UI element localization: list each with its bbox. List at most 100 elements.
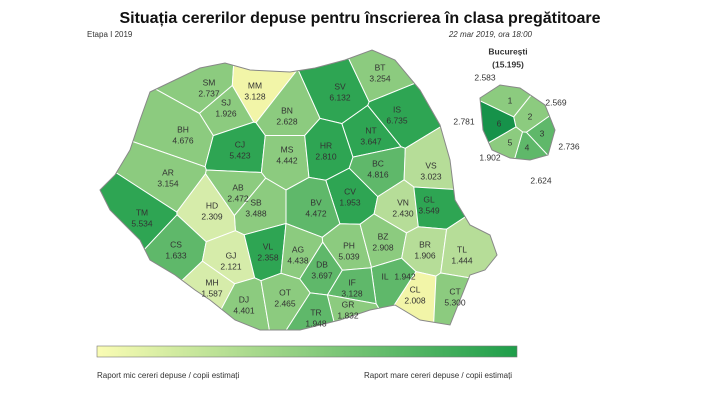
county-code: CS <box>170 239 182 249</box>
sector-value: 2.624 <box>530 175 552 185</box>
county-value: 4.816 <box>367 169 389 179</box>
county-value: 2.309 <box>201 211 223 221</box>
legend-low-label: Raport mic cereri depuse / copii estimaț… <box>97 371 240 380</box>
county-code: SV <box>334 81 346 91</box>
county-value: 5.300 <box>444 297 466 307</box>
county-value: 2.008 <box>404 295 426 305</box>
county-value: 2.628 <box>276 116 298 126</box>
county-value: 1.953 <box>339 197 361 207</box>
county <box>275 292 341 330</box>
county-code: BR <box>419 239 431 249</box>
county-value: 4.401 <box>233 305 255 315</box>
county-code: VS <box>425 160 437 170</box>
sector-value: 2.569 <box>545 97 567 107</box>
subtitle: Etapa I 2019 <box>87 30 133 39</box>
sector-label: 1 <box>508 95 513 105</box>
county-code: VN <box>397 197 409 207</box>
county-value: 6.735 <box>386 115 408 125</box>
county-value: 2.810 <box>315 151 337 161</box>
county-code: IL <box>381 271 388 281</box>
county-code: AG <box>292 244 304 254</box>
county-value: 5.039 <box>338 251 360 261</box>
county-code: TM <box>136 207 148 217</box>
county-code: BC <box>372 158 384 168</box>
county-code: BT <box>375 62 386 72</box>
legend-gradient <box>96 345 518 358</box>
sector-value: 2.583 <box>474 72 496 82</box>
county-code: IS <box>393 104 401 114</box>
county-code: CL <box>410 284 421 294</box>
county-code: MM <box>248 80 262 90</box>
county-value: 3.488 <box>245 208 267 218</box>
county-value: 3.647 <box>360 136 382 146</box>
sector-value: 2.781 <box>453 116 475 126</box>
county-code: MS <box>281 144 294 154</box>
county-value: 6.132 <box>329 92 351 102</box>
county-code: BV <box>310 197 322 207</box>
county-code: CV <box>344 186 356 196</box>
county-value: 1.587 <box>201 288 223 298</box>
county-value: 1.926 <box>215 108 237 118</box>
county-code: TR <box>310 307 321 317</box>
sector-value: 1.902 <box>479 152 501 162</box>
county <box>440 185 497 287</box>
country-outline <box>99 49 498 331</box>
date: 22 mar 2019, ora 18:00 <box>448 30 533 39</box>
county-value: 3.128 <box>244 91 266 101</box>
legend-high-label: Raport mare cereri depuse / copii estima… <box>364 371 512 380</box>
county-code: GL <box>423 194 435 204</box>
sector-label: 6 <box>497 118 502 128</box>
county-value: 1.948 <box>305 318 327 328</box>
county-value: 2.472 <box>227 193 249 203</box>
bucharest-title: București <box>488 46 527 56</box>
sector-label: 2 <box>528 111 533 121</box>
county-value: 1.832 <box>337 310 359 320</box>
county-code: MH <box>205 277 218 287</box>
county-code: AB <box>232 182 244 192</box>
county-value: 1.633 <box>165 250 187 260</box>
county-value: 2.465 <box>274 298 296 308</box>
county-value: 4.442 <box>276 155 298 165</box>
county-code: AR <box>162 167 174 177</box>
county-code: TL <box>457 244 467 254</box>
county-value: 1.906 <box>414 250 436 260</box>
county-code: VL <box>263 241 274 251</box>
sector-label: 5 <box>508 137 513 147</box>
county-value: 2.121 <box>220 261 242 271</box>
county-code: HD <box>206 200 218 210</box>
county-code: SM <box>203 77 216 87</box>
county-value: 3.549 <box>418 205 440 215</box>
county-value: 4.676 <box>172 135 194 145</box>
county-code: CT <box>449 286 460 296</box>
county-value: 4.472 <box>305 208 327 218</box>
county-code: GJ <box>226 250 237 260</box>
county-code: BZ <box>378 231 389 241</box>
county-value: 3.023 <box>420 171 442 181</box>
sector-labels: 1 2.583 2 2.569 3 2.736 4 2.624 5 1.902 6 2.781 <box>453 72 580 185</box>
county-value: 3.154 <box>157 178 179 188</box>
county-code: PH <box>343 240 355 250</box>
county-code: CJ <box>235 139 245 149</box>
county-value: 3.697 <box>311 270 333 280</box>
county-value: 3.128 <box>341 288 363 298</box>
county-value: 1.942 <box>394 271 416 281</box>
title: Situația cererilor depuse pentru înscrie… <box>119 10 600 27</box>
county-value: 2.358 <box>257 252 279 262</box>
county-code: BN <box>281 105 293 115</box>
county-code: HR <box>320 140 332 150</box>
county-code: SB <box>250 197 262 207</box>
sector-label: 3 <box>540 128 545 138</box>
county-value: 2.430 <box>392 208 414 218</box>
sector-label: 4 <box>525 142 530 152</box>
county-code: SJ <box>221 97 231 107</box>
sector-value: 2.736 <box>558 141 580 151</box>
county-code: OT <box>279 287 291 297</box>
bucharest-total: (15.195) <box>492 59 524 69</box>
county-code: GR <box>342 299 355 309</box>
county-value: 5.423 <box>229 150 251 160</box>
county-value: 4.438 <box>287 255 309 265</box>
county-code: BH <box>177 124 189 134</box>
sector <box>525 104 555 160</box>
